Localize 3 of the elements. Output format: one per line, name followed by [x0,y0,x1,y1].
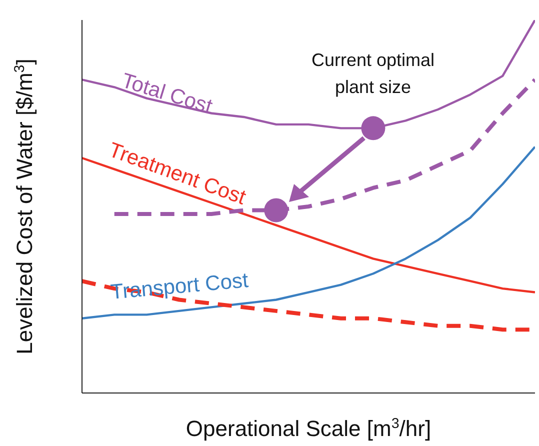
series-label: Transport Cost [110,269,250,304]
annotation: Current optimal plant size [311,50,435,97]
x-axis-title: Operational Scale [m$^{3}$/hr] [186,416,432,441]
